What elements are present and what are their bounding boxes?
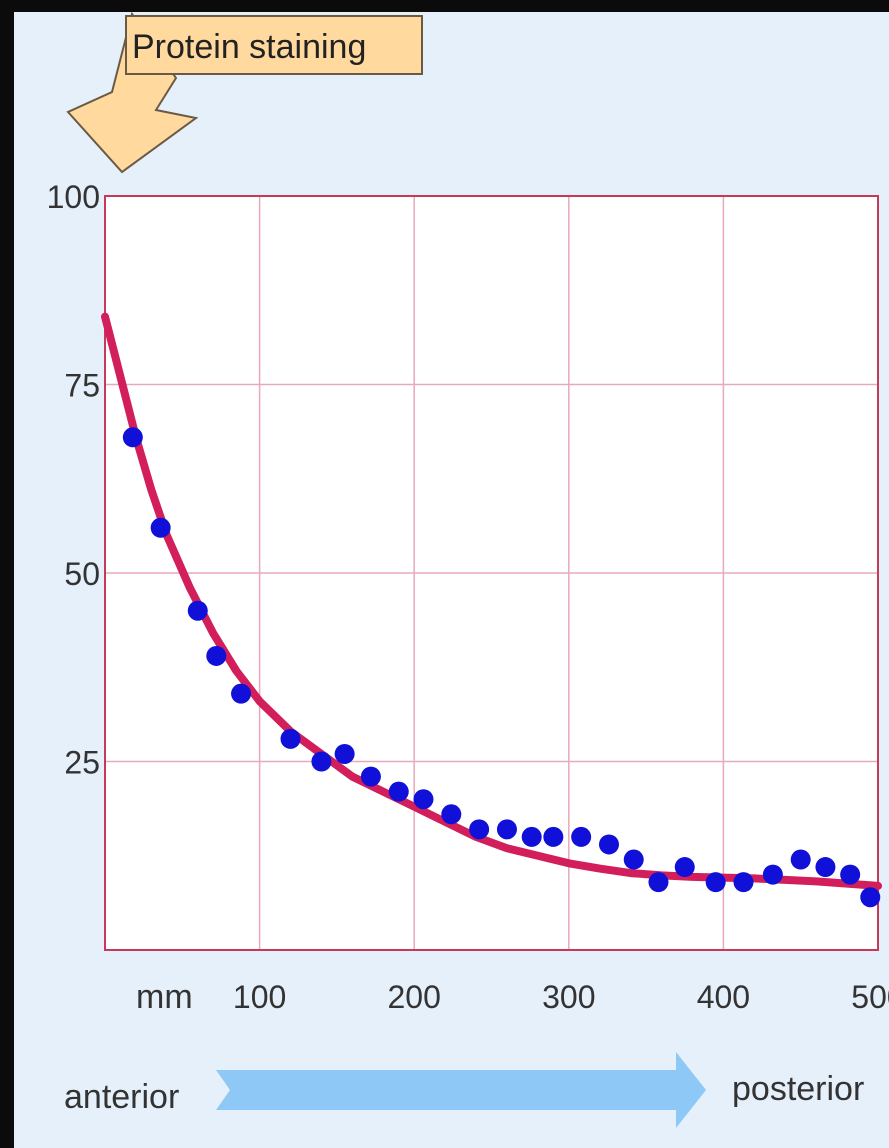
direction-indicator: anterior posterior	[64, 1052, 864, 1128]
data-point	[733, 872, 754, 893]
down-left-arrow-icon	[66, 12, 199, 174]
data-point	[441, 804, 462, 825]
data-point	[623, 849, 644, 870]
data-point	[598, 834, 619, 855]
y-axis: 100 75 50 25	[47, 179, 100, 781]
data-point	[790, 849, 811, 870]
x-tick-label: 200	[388, 979, 441, 1015]
data-point	[815, 857, 836, 878]
data-point	[122, 427, 143, 448]
x-tick-label: 400	[697, 979, 750, 1015]
y-tick-label: 50	[64, 556, 100, 592]
figure-panel: Protein staining 100 75 50 25 100 200 300 400 5…	[14, 12, 889, 1148]
y-tick-label: 100	[47, 179, 100, 215]
data-points	[122, 427, 881, 908]
data-point	[187, 600, 208, 621]
x-tick-label: 500	[851, 979, 889, 1015]
data-point	[150, 517, 171, 538]
data-point	[206, 645, 227, 666]
data-point	[543, 826, 564, 847]
plot-frame	[104, 195, 879, 951]
right-arrow-icon	[216, 1052, 706, 1128]
data-point	[334, 743, 355, 764]
data-point	[469, 819, 490, 840]
data-point	[231, 683, 252, 704]
data-point	[705, 872, 726, 893]
data-point	[571, 826, 592, 847]
data-point	[311, 751, 332, 772]
x-axis-label: mm	[136, 978, 193, 1016]
data-point	[280, 728, 301, 749]
data-point	[648, 872, 669, 893]
x-axis: 100 200 300 400 500	[233, 979, 889, 1015]
callout: Protein staining	[66, 12, 423, 174]
data-point	[762, 864, 783, 885]
callout-label: Protein staining	[132, 28, 366, 66]
x-tick-label: 300	[542, 979, 595, 1015]
data-point	[413, 789, 434, 810]
anterior-label: anterior	[64, 1078, 179, 1116]
data-point	[521, 826, 542, 847]
data-point	[860, 887, 881, 908]
x-tick-label: 100	[233, 979, 286, 1015]
data-point	[674, 857, 695, 878]
posterior-label: posterior	[732, 1070, 864, 1108]
y-tick-label: 75	[64, 368, 100, 404]
chart: Protein staining 100 75 50 25 100 200 300 400 5…	[47, 12, 889, 1128]
data-point	[388, 781, 409, 802]
callout-box	[125, 15, 423, 75]
y-tick-label: 25	[64, 745, 100, 781]
data-point	[496, 819, 517, 840]
data-point	[360, 766, 381, 787]
data-point	[840, 864, 861, 885]
